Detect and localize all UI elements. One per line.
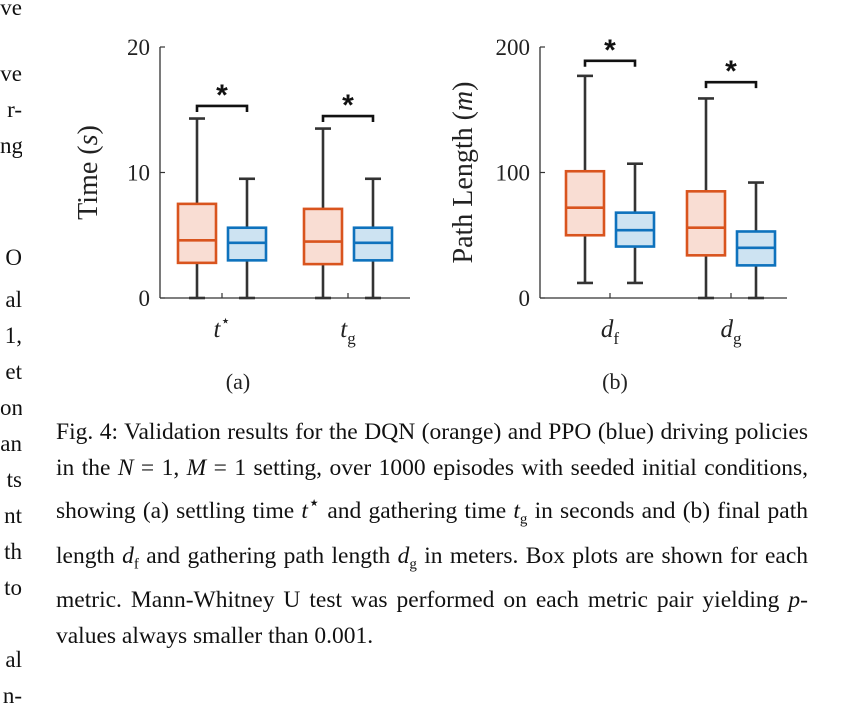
x-category-sub: g [733,329,742,348]
significance-star: * [216,79,228,112]
caption-math-sub: g [519,511,528,528]
y-axis-label-unit: m [448,91,479,111]
significance-star: * [604,34,616,67]
margin-fragment: 1, [4,324,22,348]
margin-fragment: ve [0,0,22,20]
caption-math-sub: g [409,556,417,573]
y-axis-label-text: Path Length ( [448,111,479,263]
panel-label: (b) [602,369,628,394]
significance-bracket [704,80,758,89]
box-blue [352,177,394,300]
x-category-sub: f [613,329,619,348]
x-category-label: t⋆ [214,313,231,343]
margin-fragment: an [0,432,22,456]
caption-text: -values always smaller than 0.001. [56,587,808,650]
margin-fragment: al [5,648,22,672]
x-category-label: dg [721,316,743,348]
y-axis-label: Path Length (m) [448,82,479,264]
panel-label: (a) [226,369,250,394]
x-category-sub: g [347,329,356,348]
margin-fragment: et [5,360,22,384]
y-tick-label: 0 [139,286,151,311]
x-category-label: tg [340,316,356,348]
caption-text: and gathering time [320,497,514,524]
x-category-label: df [601,316,620,348]
margin-fragment: O [5,246,22,270]
caption-math-d: d [122,542,134,569]
significance-star: * [725,55,737,88]
margin-fragment: nt [4,504,22,528]
caption-math-N: N [117,455,134,481]
y-axis-label-unit: s [73,134,104,145]
y-axis-label: Time (s) [73,125,104,220]
box-orange [564,74,606,285]
caption-text: in meters. Box plots are shown for each … [56,542,808,614]
margin-fragment: to [4,576,22,600]
box-orange [685,97,727,300]
y-tick-label: 0 [519,286,531,311]
caption-text: = 1 setting, over 1000 episodes with see… [56,455,808,524]
caption-text: in seconds and (b) final path length [56,497,808,569]
margin-fragment: n- [2,684,22,708]
margin-fragment: ve [0,62,22,86]
box-blue [614,162,656,285]
significance-bracket [321,114,375,123]
x-category-sup: ⋆ [220,313,230,330]
box-iqr [302,207,344,266]
y-tick-label: 200 [496,35,531,60]
significance-star: * [342,89,354,122]
x-category-var: d [601,316,614,343]
caption-text: and gathering path length [138,542,398,569]
y-axis-label-text: Time ( [73,145,104,219]
box-blue [226,177,268,300]
y-tick-label: 100 [496,161,531,186]
figure-caption: Fig. 4: Validation results for the DQN (… [56,414,808,654]
y-tick-label: 10 [127,161,150,186]
caption-math-sub: f [133,556,139,573]
y-tick-label: 20 [127,35,150,60]
box-iqr [564,169,606,237]
box-orange [302,127,344,300]
significance-bracket [195,104,249,112]
caption-math-star: ⋆ [307,493,321,514]
significance-bracket [583,59,637,67]
caption-math-d: d [397,542,410,569]
margin-fragment: on [0,396,22,420]
caption-text: = 1, [133,455,187,481]
box-iqr [685,190,727,257]
caption-math-p: p [788,587,801,614]
x-category-var: d [721,316,734,343]
caption-text: Fig. 4: Validation results for the DQN (… [56,419,808,481]
y-axis-label-text: ) [448,82,479,91]
box-orange [176,117,218,300]
margin-fragment: th [4,540,22,564]
caption-math-t: t [513,497,520,524]
margin-fragment: al [5,288,22,312]
margin-fragment: ts [6,468,22,492]
x-category-var: t [340,316,348,343]
box-blue [735,181,777,300]
caption-math-M: M [186,455,207,481]
margin-fragment: r- [7,98,22,122]
caption-math-t: t [301,497,308,524]
y-axis-label-text: ) [73,125,104,134]
box-iqr [176,202,218,265]
margin-fragment: ng [0,134,22,158]
x-category-var: t [214,316,222,343]
